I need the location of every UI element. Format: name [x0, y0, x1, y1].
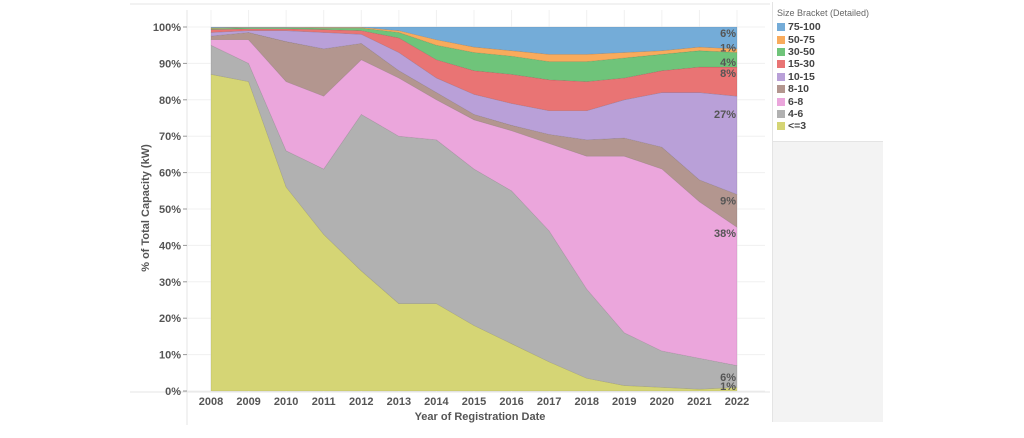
end-value-label: 8% [720, 68, 736, 80]
end-value-label: 1% [720, 43, 736, 55]
area-30-50[interactable] [210, 27, 738, 82]
y-tick-label: 10% [159, 350, 181, 362]
legend-item[interactable]: 50-75 [777, 33, 883, 46]
x-axis-title: Year of Registration Date [415, 411, 546, 423]
area-6-8[interactable] [210, 39, 738, 366]
legend-item[interactable]: 6-8 [777, 95, 883, 108]
area-8-10[interactable] [210, 32, 738, 228]
area--3[interactable] [210, 73, 738, 392]
legend-item[interactable]: 4-6 [777, 108, 883, 120]
legend-label: 8-10 [788, 83, 810, 96]
x-tick-label: 2012 [349, 396, 373, 408]
x-tick-label: 2008 [199, 396, 223, 408]
y-axis-title: % of Total Capacity (kW) [140, 144, 152, 272]
legend-item[interactable]: 10-15 [777, 71, 883, 83]
legend-title: Size Bracket (Detailed) [777, 8, 870, 18]
y-tick-label: 30% [159, 277, 181, 289]
x-tick-label: 2010 [274, 396, 298, 408]
x-tick-label: 2016 [499, 396, 523, 408]
legend-swatch [777, 23, 785, 32]
legend-item[interactable]: 8-10 [777, 83, 883, 95]
y-tick-label: 50% [159, 204, 181, 216]
end-value-label: 38% [714, 228, 736, 240]
x-tick-label: 2011 [312, 396, 336, 408]
legend-swatch [777, 85, 785, 94]
y-tick-label: 90% [159, 58, 181, 70]
y-tick-label: 100% [153, 22, 181, 34]
legend-label: 4-6 [788, 107, 804, 120]
legend-swatch [777, 35, 785, 44]
x-tick-label: 2021 [687, 396, 711, 408]
x-tick-label: 2013 [387, 396, 411, 408]
end-value-label: 6% [720, 372, 736, 384]
area-15-30[interactable] [210, 28, 738, 112]
y-tick-label: 70% [159, 131, 181, 143]
legend-swatch [777, 47, 785, 56]
legend-label: <=3 [788, 120, 807, 133]
legend-item[interactable]: <=3 [777, 120, 883, 132]
legend-swatch [777, 122, 785, 131]
legend-swatch [777, 97, 785, 106]
legend-item[interactable]: 75-100 [777, 21, 883, 33]
x-tick-label: 2017 [537, 396, 561, 408]
legend-swatch [777, 72, 785, 81]
end-value-label: 27% [714, 109, 736, 121]
y-tick-label: 20% [159, 313, 181, 325]
end-value-label: 1% [720, 381, 736, 393]
area-10-15[interactable] [210, 30, 738, 195]
end-value-label: 9% [720, 195, 736, 207]
x-tick-label: 2015 [462, 396, 486, 408]
x-tick-label: 2018 [574, 396, 598, 408]
y-tick-label: 0% [165, 386, 181, 398]
legend-swatch [777, 60, 785, 69]
legend-panel: Size Bracket (Detailed) 75-100 50-75 30-50… [772, 2, 883, 422]
area-4-6[interactable] [210, 44, 738, 390]
legend-label: 75-100 [788, 21, 821, 34]
x-tick-label: 2014 [424, 396, 449, 408]
legend-label: 30-50 [788, 45, 815, 58]
legend-label: 50-75 [788, 33, 815, 46]
area-75-100[interactable] [210, 26, 738, 55]
legend-swatch [777, 109, 785, 118]
y-tick-label: 80% [159, 95, 181, 107]
end-value-label: 6% [720, 28, 736, 40]
legend-item[interactable]: 30-50 [777, 46, 883, 58]
y-tick-label: 40% [159, 240, 181, 252]
x-tick-label: 2019 [612, 396, 636, 408]
end-value-label: 4% [720, 57, 736, 69]
legend-label: 6-8 [788, 95, 804, 108]
legend-item[interactable]: 15-30 [777, 58, 883, 70]
x-tick-label: 2020 [650, 396, 674, 408]
area-50-75[interactable] [210, 27, 738, 62]
legend-label: 15-30 [788, 58, 815, 71]
x-tick-label: 2009 [236, 396, 260, 408]
legend-label: 10-15 [788, 70, 815, 83]
x-tick-label: 2022 [725, 396, 749, 408]
y-tick-label: 60% [159, 168, 181, 180]
